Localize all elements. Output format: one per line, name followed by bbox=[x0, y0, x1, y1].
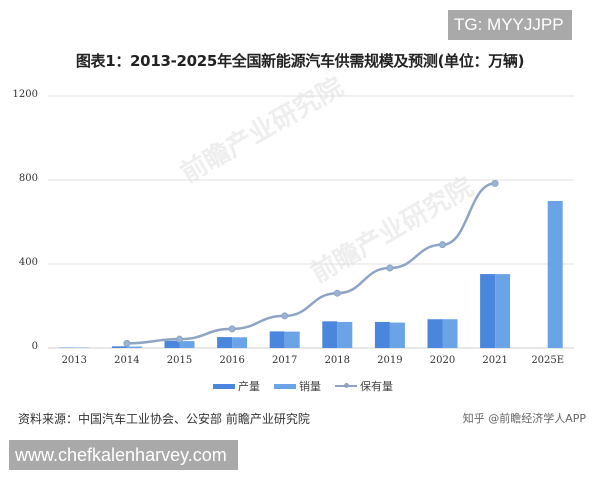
x-tick-label: 2014 bbox=[102, 355, 152, 366]
x-tick-label: 2017 bbox=[260, 355, 310, 366]
bar-产量 bbox=[428, 319, 443, 348]
y-tick-label: 1200 bbox=[0, 89, 38, 100]
x-tick-label: 2018 bbox=[312, 355, 362, 366]
y-tick-label: 400 bbox=[0, 257, 38, 268]
bar-产量 bbox=[480, 274, 495, 348]
bar-产量 bbox=[165, 341, 180, 348]
y-tick-label: 800 bbox=[0, 173, 38, 184]
legend-label: 销量 bbox=[299, 378, 321, 394]
line-marker bbox=[334, 290, 340, 296]
line-marker bbox=[229, 326, 235, 332]
line-marker bbox=[282, 313, 288, 319]
chart-legend: 产量 销量 保有量 bbox=[213, 378, 393, 394]
line-marker bbox=[177, 336, 183, 342]
x-tick-label: 2015 bbox=[155, 355, 205, 366]
bar-产量 bbox=[217, 337, 232, 348]
bar-销量 bbox=[443, 319, 458, 348]
bar-产量 bbox=[322, 321, 337, 348]
bar-产量 bbox=[270, 331, 285, 348]
y-tick-label: 0 bbox=[0, 341, 38, 352]
line-marker bbox=[387, 265, 393, 271]
bar-销量 bbox=[232, 337, 247, 348]
bar-产量 bbox=[112, 346, 127, 348]
data-source-note: 资料来源：中国汽车工业协会、公安部 前瞻产业研究院 bbox=[18, 410, 310, 427]
x-tick-label: 2013 bbox=[49, 355, 99, 366]
line-marker bbox=[492, 180, 498, 186]
bar-销量 bbox=[180, 341, 195, 348]
x-tick-label: 2019 bbox=[365, 355, 415, 366]
bar-销量 bbox=[127, 347, 142, 348]
app-credit: 知乎 @前瞻经济学人APP bbox=[463, 410, 586, 426]
bar-销量 bbox=[337, 322, 352, 348]
bar-销量 bbox=[548, 201, 563, 348]
line-marker bbox=[124, 340, 130, 346]
x-tick-label: 2020 bbox=[418, 355, 468, 366]
legend-label: 产量 bbox=[238, 378, 260, 394]
legend-swatch-sales bbox=[274, 384, 296, 389]
x-tick-label: 2016 bbox=[207, 355, 257, 366]
legend-item-ownership: 保有量 bbox=[335, 378, 393, 394]
bar-产量 bbox=[375, 322, 390, 348]
legend-swatch-production bbox=[213, 384, 235, 389]
bar-销量 bbox=[495, 274, 510, 348]
x-tick-label: 2021 bbox=[470, 355, 520, 366]
legend-label: 保有量 bbox=[360, 378, 393, 394]
bar-销量 bbox=[390, 323, 405, 348]
legend-item-sales: 销量 bbox=[274, 378, 321, 394]
bar-销量 bbox=[285, 332, 300, 348]
x-tick-label: 2025E bbox=[523, 355, 573, 366]
url-badge: www.chefkalenharvey.com bbox=[9, 440, 238, 470]
legend-item-production: 产量 bbox=[213, 378, 260, 394]
legend-swatch-ownership bbox=[335, 385, 357, 387]
line-marker bbox=[440, 242, 446, 248]
